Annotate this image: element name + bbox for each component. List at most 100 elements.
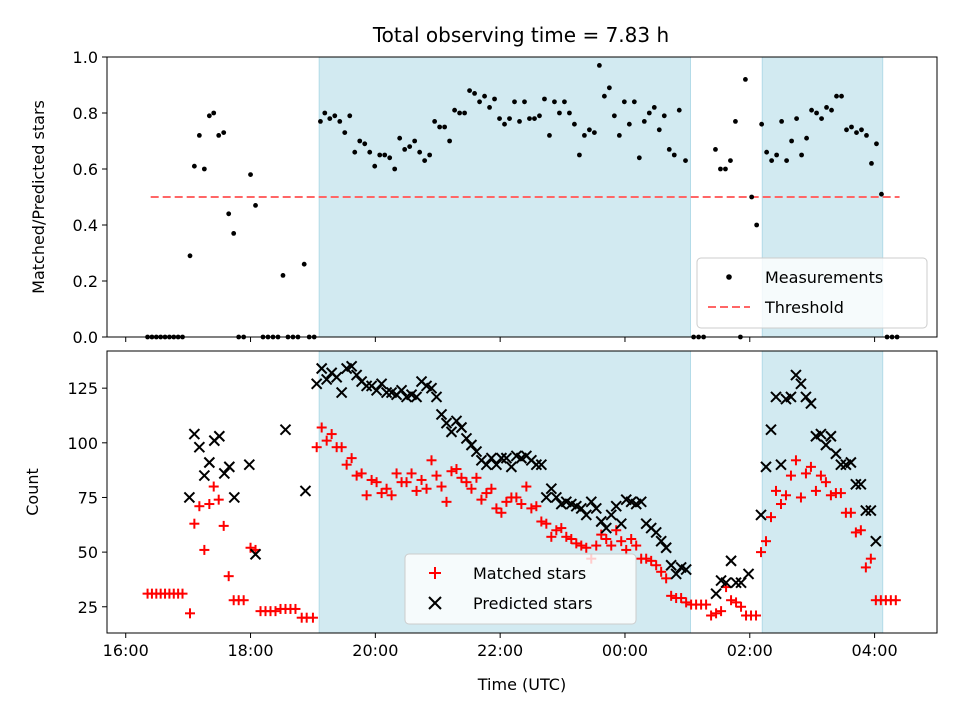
measurement-point [221, 130, 227, 136]
predicted-star-point [720, 577, 732, 589]
measurement-point [799, 152, 804, 158]
predicted-star-point [545, 483, 558, 495]
matched-star-point [805, 461, 816, 472]
predicted-star-point [615, 517, 627, 530]
matched-stars-points [142, 422, 901, 623]
matched-star-point [561, 531, 572, 542]
measurement-point [819, 116, 824, 121]
matched-star-point [511, 492, 522, 503]
measurement-point [601, 93, 607, 99]
matched-star-point [431, 470, 442, 481]
matched-star-point [536, 516, 547, 527]
measurement-point [211, 110, 217, 116]
matched-star-point [850, 527, 861, 538]
predicted-star-point [410, 391, 423, 403]
predicted-star-point [495, 452, 508, 464]
measurement-point [651, 105, 657, 110]
predicted-star-point [860, 504, 872, 517]
matched-star-point [556, 523, 567, 534]
matched-star-point [626, 534, 637, 544]
measurement-point [357, 138, 363, 144]
matched-star-point [411, 485, 422, 496]
measurement-point [432, 119, 438, 124]
matched-star-point [501, 496, 512, 507]
matched-star-point [581, 542, 592, 553]
measurement-point [372, 163, 378, 169]
x-tick-label: 20:00 [352, 641, 398, 660]
predicted-star-point [595, 515, 607, 528]
legend-measurements-label: Measurements [765, 268, 883, 287]
measurement-point [769, 158, 775, 164]
matched-star-point [785, 470, 796, 481]
matched-star-point [651, 560, 662, 571]
matched-star-point [711, 608, 722, 619]
predicted-star-point [183, 491, 196, 504]
measurement-point [859, 127, 864, 133]
measurement-point [572, 121, 577, 127]
predicted-star-point [805, 397, 817, 410]
predicted-star-point [765, 423, 777, 436]
matched-star-point [218, 520, 229, 531]
matched-star-point [199, 544, 210, 555]
measurement-point [280, 273, 286, 278]
top-legend-box [696, 257, 928, 329]
matched-star-point [270, 606, 281, 617]
matched-star-point [761, 536, 772, 547]
measurement-point [754, 222, 760, 228]
measurement-point [191, 163, 197, 169]
matched-star-point [238, 595, 249, 606]
measurement-point [442, 124, 448, 130]
measurement-point [582, 133, 587, 138]
bottom-x-axis: 16:00 18:00 20:00 22:00 00:00 02:00 04:00 [103, 633, 898, 660]
matched-star-point [521, 481, 532, 492]
matched-star-point [566, 534, 577, 544]
measurement-point [718, 166, 723, 172]
measurement-point [646, 110, 652, 116]
legend-threshold-label: Threshold [764, 298, 844, 317]
matched-star-point [311, 442, 322, 453]
matched-star-point [860, 562, 871, 573]
measurement-point [352, 149, 358, 155]
matched-star-point [726, 595, 737, 606]
matched-star-point [486, 483, 497, 494]
predicted-stars-points [183, 360, 882, 600]
predicted-star-point [213, 430, 226, 442]
predicted-star-point [605, 509, 617, 521]
predicted-star-point [530, 458, 543, 471]
predicted-star-point [800, 391, 812, 403]
matched-star-point [855, 525, 866, 536]
matched-star-point [800, 468, 811, 479]
top-legend: Measurements Threshold [696, 257, 928, 329]
measurement-point [537, 113, 542, 119]
measurement-point [342, 130, 348, 136]
measurement-point [784, 158, 790, 164]
matched-star-point [386, 490, 397, 501]
measurement-point [462, 110, 467, 116]
y-tick-label: 125 [67, 379, 98, 398]
measurement-point [477, 99, 482, 105]
matched-star-point [516, 499, 527, 510]
measurement-point [849, 124, 854, 130]
predicted-star-point [490, 458, 503, 471]
measurement-point [427, 152, 433, 158]
predicted-star-point [655, 535, 667, 547]
matched-star-point [701, 599, 712, 610]
predicted-star-point [635, 496, 647, 508]
measurement-point [591, 130, 597, 136]
predicted-star-point [485, 452, 498, 464]
matched-star-point [716, 606, 727, 617]
shaded-interval-1 [761, 350, 884, 634]
predicted-star-point [375, 378, 388, 390]
measurement-point [557, 110, 562, 116]
matched-star-point [421, 483, 432, 494]
measurement-point [611, 113, 617, 119]
matched-star-point [596, 529, 607, 540]
predicted-star-point [770, 391, 782, 403]
matched-star-point [406, 468, 417, 479]
matched-star-point [641, 553, 652, 564]
matched-star-point [436, 481, 447, 492]
measurement-point [472, 91, 477, 96]
predicted-star-point [203, 456, 216, 469]
predicted-star-point [825, 430, 837, 442]
predicted-star-point [870, 535, 882, 547]
